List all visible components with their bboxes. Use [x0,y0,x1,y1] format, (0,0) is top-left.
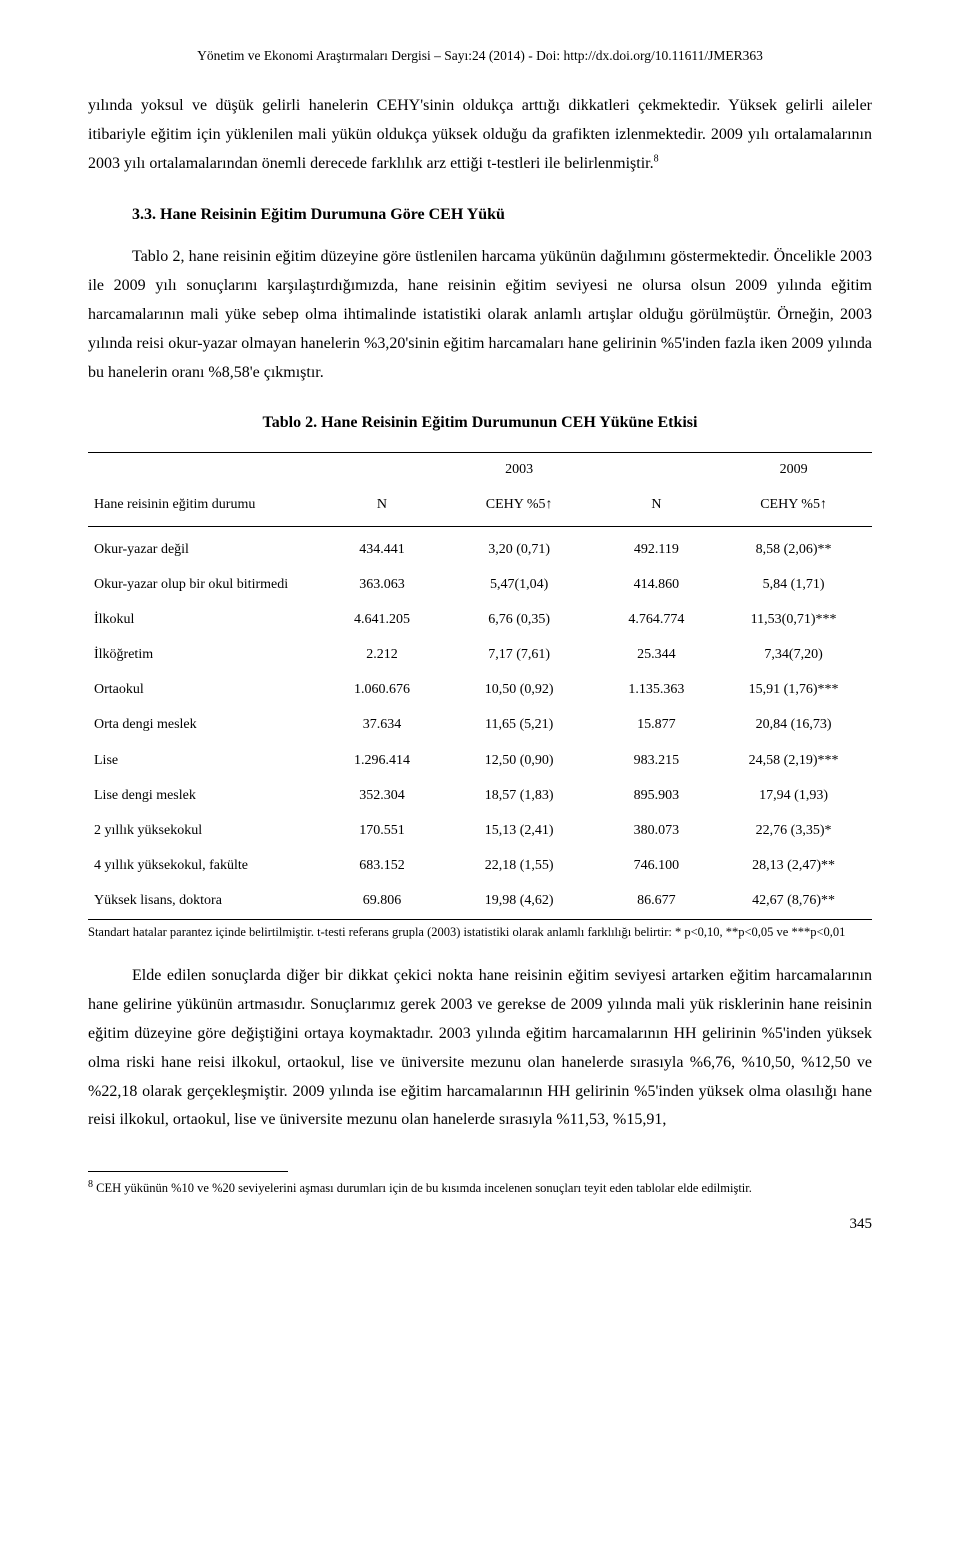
table-cell-n-2003: 69.806 [323,883,441,918]
table-cell-n-2009: 4.764.774 [598,602,716,637]
table-cell-cehy-2003: 22,18 (1,55) [441,848,598,883]
table-cell-cehy-2003: 11,65 (5,21) [441,707,598,742]
table-cell-n-2003: 352.304 [323,778,441,813]
table-cell-cehy-2003: 7,17 (7,61) [441,637,598,672]
table-cell-n-2003: 2.212 [323,637,441,672]
running-header: Yönetim ve Ekonomi Araştırmaları Dergisi… [88,48,872,64]
table-2-note: Standart hatalar parantez içinde belirti… [88,919,872,941]
table-header-n-2009: N [598,486,716,526]
table-cell-n-2003: 1.060.676 [323,672,441,707]
table-cell-n-2003: 363.063 [323,567,441,602]
table-cell-n-2009: 746.100 [598,848,716,883]
table-cell-n-2009: 895.903 [598,778,716,813]
table-cell-label: 4 yıllık yüksekokul, fakülte [88,848,323,883]
table-year-2003: 2003 [441,453,598,487]
table-row: Yüksek lisans, doktora69.80619,98 (4,62)… [88,883,872,918]
table-cell-cehy-2009: 22,76 (3,35)* [715,813,872,848]
table-row: Lise dengi meslek352.30418,57 (1,83)895.… [88,778,872,813]
page-number: 345 [88,1211,872,1238]
table-row: Okur-yazar değil434.4413,20 (0,71)492.11… [88,526,872,567]
table-2-title: Tablo 2. Hane Reisinin Eğitim Durumunun … [88,409,872,438]
paragraph-1: yılında yoksul ve düşük gelirli haneleri… [88,92,872,178]
table-row: Orta dengi meslek37.63411,65 (5,21)15.87… [88,707,872,742]
table-row: Okur-yazar olup bir okul bitirmedi363.06… [88,567,872,602]
table-cell-n-2003: 170.551 [323,813,441,848]
table-2: 2003 2009 Hane reisinin eğitim durumu N … [88,452,872,918]
table-cell-label: 2 yıllık yüksekokul [88,813,323,848]
table-cell-cehy-2009: 8,58 (2,06)** [715,526,872,567]
table-row: 2 yıllık yüksekokul170.55115,13 (2,41)38… [88,813,872,848]
table-cell-cehy-2003: 10,50 (0,92) [441,672,598,707]
table-cell-cehy-2009: 42,67 (8,76)** [715,883,872,918]
paragraph-2: Tablo 2, hane reisinin eğitim düzeyine g… [88,243,872,387]
table-cell-label: Okur-yazar olup bir okul bitirmedi [88,567,323,602]
table-cell-n-2009: 1.135.363 [598,672,716,707]
table-header-label: Hane reisinin eğitim durumu [88,486,323,526]
table-cell-n-2009: 86.677 [598,883,716,918]
table-cell-cehy-2003: 5,47(1,04) [441,567,598,602]
table-cell-n-2009: 983.215 [598,743,716,778]
table-row: İlköğretim2.2127,17 (7,61)25.3447,34(7,2… [88,637,872,672]
footnote-8-text: CEH yükünün %10 ve %20 seviyelerini aşma… [93,1181,752,1195]
table-row: Lise1.296.41412,50 (0,90)983.21524,58 (2… [88,743,872,778]
table-cell-label: İlkokul [88,602,323,637]
table-cell-cehy-2003: 18,57 (1,83) [441,778,598,813]
table-row: 4 yıllık yüksekokul, fakülte683.15222,18… [88,848,872,883]
table-body: Okur-yazar değil434.4413,20 (0,71)492.11… [88,526,872,919]
table-cell-n-2009: 492.119 [598,526,716,567]
paragraph-1-footnote-ref: 8 [654,153,659,164]
footnote-separator [88,1171,288,1172]
table-cell-n-2009: 25.344 [598,637,716,672]
section-heading-3-3: 3.3. Hane Reisinin Eğitim Durumuna Göre … [132,201,872,230]
table-cell-label: Yüksek lisans, doktora [88,883,323,918]
table-cell-cehy-2009: 20,84 (16,73) [715,707,872,742]
table-cell-cehy-2003: 19,98 (4,62) [441,883,598,918]
table-cell-label: İlköğretim [88,637,323,672]
table-row: İlkokul4.641.2056,76 (0,35)4.764.77411,5… [88,602,872,637]
table-cell-cehy-2003: 15,13 (2,41) [441,813,598,848]
table-cell-cehy-2003: 3,20 (0,71) [441,526,598,567]
table-cell-cehy-2003: 12,50 (0,90) [441,743,598,778]
table-row: Ortaokul1.060.67610,50 (0,92)1.135.36315… [88,672,872,707]
table-header-cehy-2009: CEHY %5↑ [715,486,872,526]
footnote-8: 8 CEH yükünün %10 ve %20 seviyelerini aş… [88,1178,872,1197]
table-cell-n-2003: 4.641.205 [323,602,441,637]
table-cell-label: Okur-yazar değil [88,526,323,567]
table-cell-n-2003: 1.296.414 [323,743,441,778]
table-cell-cehy-2009: 15,91 (1,76)*** [715,672,872,707]
table-cell-n-2003: 683.152 [323,848,441,883]
paragraph-3: Elde edilen sonuçlarda diğer bir dikkat … [88,962,872,1135]
table-cell-cehy-2009: 11,53(0,71)*** [715,602,872,637]
table-cell-cehy-2009: 24,58 (2,19)*** [715,743,872,778]
table-cell-cehy-2009: 17,94 (1,93) [715,778,872,813]
paragraph-1-text: yılında yoksul ve düşük gelirli haneleri… [88,97,872,172]
table-cell-n-2009: 380.073 [598,813,716,848]
table-year-2009: 2009 [715,453,872,487]
table-year-row: 2003 2009 [88,453,872,487]
table-cell-cehy-2009: 28,13 (2,47)** [715,848,872,883]
table-cell-n-2003: 37.634 [323,707,441,742]
table-cell-n-2003: 434.441 [323,526,441,567]
table-cell-label: Lise dengi meslek [88,778,323,813]
table-cell-label: Ortaokul [88,672,323,707]
table-header-row: Hane reisinin eğitim durumu N CEHY %5↑ N… [88,486,872,526]
table-cell-n-2009: 414.860 [598,567,716,602]
table-header-n-2003: N [323,486,441,526]
table-cell-cehy-2003: 6,76 (0,35) [441,602,598,637]
table-header-cehy-2003: CEHY %5↑ [441,486,598,526]
table-cell-label: Lise [88,743,323,778]
page-container: Yönetim ve Ekonomi Araştırmaları Dergisi… [0,0,960,1278]
table-cell-n-2009: 15.877 [598,707,716,742]
table-cell-cehy-2009: 5,84 (1,71) [715,567,872,602]
table-cell-cehy-2009: 7,34(7,20) [715,637,872,672]
table-cell-label: Orta dengi meslek [88,707,323,742]
